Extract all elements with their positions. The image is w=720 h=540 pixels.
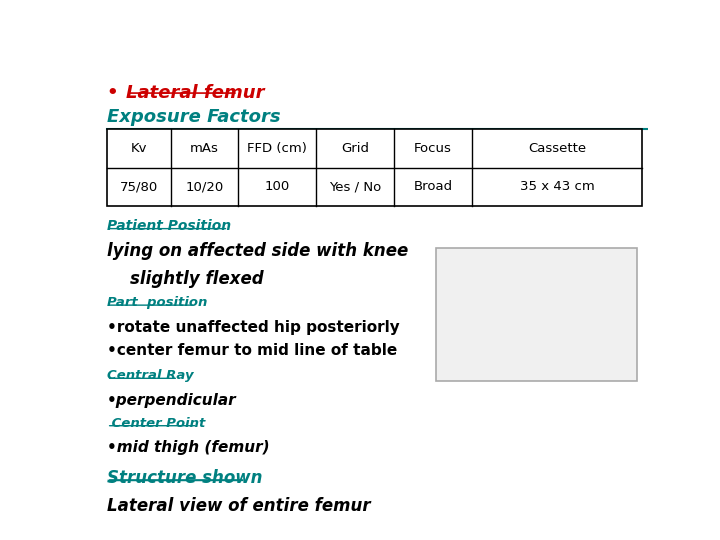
Text: 100: 100 [264,180,289,193]
Text: Broad: Broad [413,180,453,193]
Text: •rotate unaffected hip posteriorly: •rotate unaffected hip posteriorly [107,320,400,335]
Text: Exposure Factors: Exposure Factors [107,109,280,126]
Text: 10/20: 10/20 [185,180,223,193]
Text: Focus: Focus [414,142,452,155]
Text: slightly flexed: slightly flexed [107,270,264,288]
Text: lying on affected side with knee: lying on affected side with knee [107,241,408,260]
Text: Patient Position: Patient Position [107,219,231,233]
Text: Cassette: Cassette [528,142,586,155]
Text: Grid: Grid [341,142,369,155]
Text: Kv: Kv [130,142,147,155]
Text: Center Point: Center Point [107,416,205,429]
Text: 35 x 43 cm: 35 x 43 cm [520,180,595,193]
Text: 75/80: 75/80 [120,180,158,193]
FancyBboxPatch shape [107,129,642,206]
Text: Part  position: Part position [107,296,207,309]
FancyBboxPatch shape [436,248,637,381]
Text: Yes / No: Yes / No [329,180,381,193]
Text: Lateral femur: Lateral femur [126,84,265,102]
Text: •mid thigh (femur): •mid thigh (femur) [107,440,269,455]
Text: Lateral view of entire femur: Lateral view of entire femur [107,497,370,515]
Text: Central Ray: Central Ray [107,369,194,382]
Text: •: • [107,84,118,102]
Text: mAs: mAs [190,142,219,155]
Text: •center femur to mid line of table: •center femur to mid line of table [107,343,397,359]
Text: •perpendicular: •perpendicular [107,393,236,408]
Text: Structure shown: Structure shown [107,469,262,487]
Text: FFD (cm): FFD (cm) [247,142,307,155]
